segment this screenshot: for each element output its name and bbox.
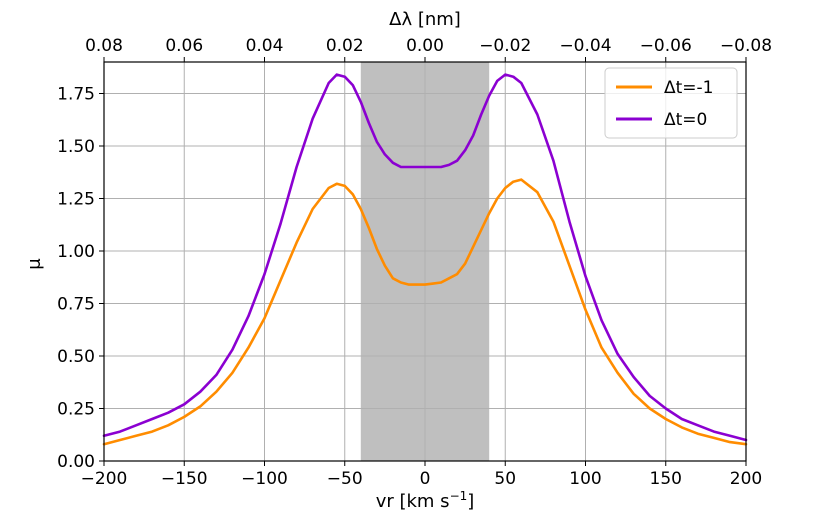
legend-label-dt-0: Δt=0 [664, 110, 707, 130]
x-tick-label: −200 [81, 469, 128, 489]
x-axis-label: vr [km s−1] [376, 489, 475, 512]
y-tick-label: 0.00 [57, 452, 95, 472]
legend: Δt=-1 Δt=0 [604, 67, 738, 139]
y-axis-label: μ [24, 258, 45, 270]
y-tick-label: 1.75 [57, 85, 95, 105]
top-axis-label: Δλ [nm] [389, 9, 461, 30]
series-layer [102, 73, 748, 446]
x-tick-label: 100 [569, 469, 601, 489]
x-tick-label: 50 [494, 469, 516, 489]
top-tick-label: −0.02 [479, 36, 531, 56]
x-tick-label: −150 [161, 469, 208, 489]
top-tick-label: 0.00 [406, 36, 444, 56]
x-tick-label: −100 [241, 469, 288, 489]
ticks-layer: −200 −150 −100 −50 0 50 100 150 200 0.08 0.06 0.04 0… [57, 36, 772, 489]
top-tick-label: −0.06 [640, 36, 692, 56]
x-tick-label: 200 [730, 469, 762, 489]
x-tick-label: 0 [420, 469, 431, 489]
y-tick-label: 1.00 [57, 242, 95, 262]
y-tick-label: 0.25 [57, 400, 95, 420]
x-tick-label: 150 [650, 469, 682, 489]
top-tick-label: 0.04 [246, 36, 284, 56]
y-tick-label: 1.50 [57, 137, 95, 157]
top-tick-label: −0.04 [559, 36, 611, 56]
top-tick-label: 0.02 [326, 36, 364, 56]
legend-label-dt-minus-1: Δt=-1 [664, 78, 714, 98]
x-tick-label: −50 [327, 469, 363, 489]
series-line-0 [102, 178, 748, 446]
series-line-1 [102, 73, 748, 442]
y-tick-label: 0.75 [57, 295, 95, 315]
top-tick-label: 0.06 [165, 36, 203, 56]
y-tick-label: 1.25 [57, 190, 95, 210]
y-tick-label: 0.50 [57, 347, 95, 367]
top-tick-label: −0.08 [720, 36, 772, 56]
top-tick-label: 0.08 [85, 36, 123, 56]
